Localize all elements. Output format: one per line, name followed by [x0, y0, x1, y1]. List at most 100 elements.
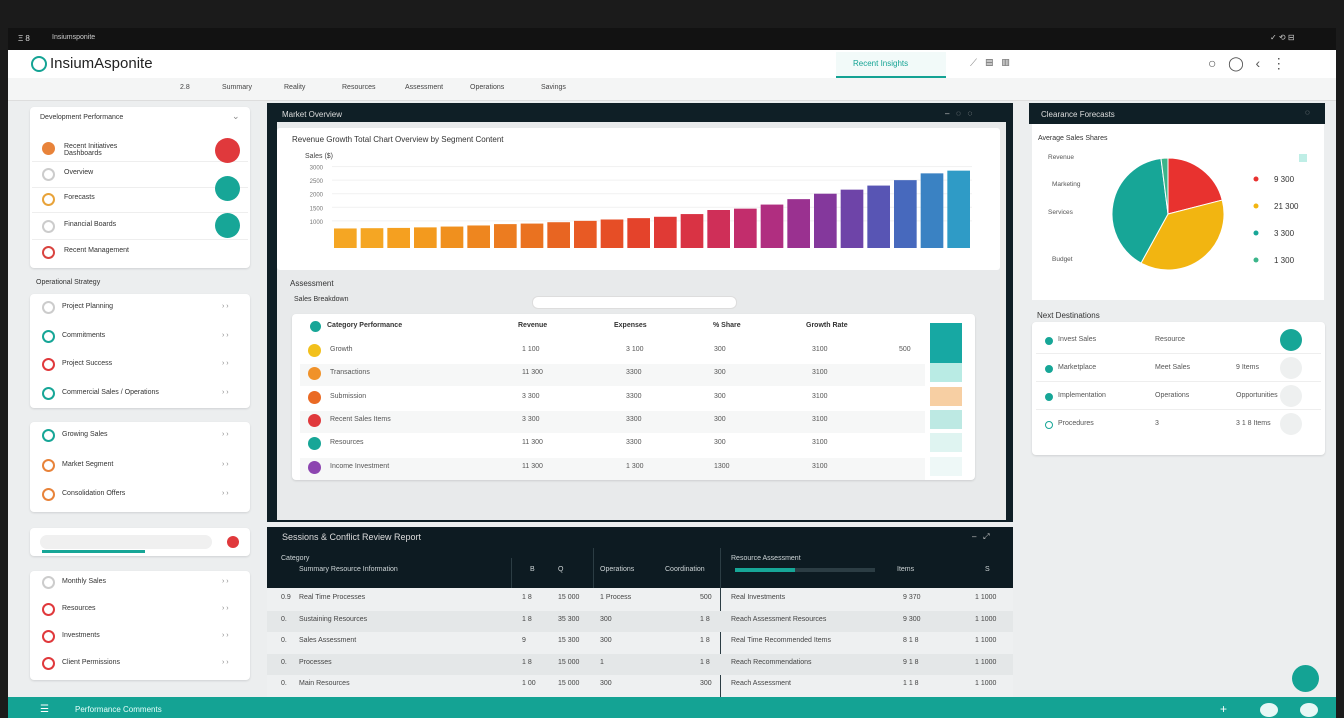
- bottom-table-cell: 300: [700, 680, 712, 687]
- row-stripe: [267, 653, 1013, 675]
- bottom-table-cell: 9: [522, 637, 526, 644]
- action-button[interactable]: [215, 176, 240, 201]
- bottom-table-cell: 15 000: [558, 594, 580, 601]
- bar: [574, 220, 597, 248]
- pie-label: Revenue: [1048, 154, 1074, 161]
- item-icon: [42, 488, 55, 501]
- sidebar-item[interactable]: Recent Initiatives Dashboards: [64, 143, 118, 157]
- nav-item[interactable]: Operations: [470, 84, 505, 91]
- bottom-table-cell: 1 1000: [975, 594, 997, 601]
- filter-fill: [735, 568, 795, 572]
- sidebar-item[interactable]: Project Planning: [62, 303, 113, 310]
- table-cell: 11 300: [522, 462, 543, 470]
- sidebar-item[interactable]: Resources: [62, 605, 96, 612]
- status-cell: [930, 363, 962, 383]
- bar: [680, 214, 704, 248]
- sidebar-item[interactable]: Project Success: [62, 360, 113, 367]
- table-cell: 3100: [812, 462, 828, 470]
- legend-value: 9 300: [1274, 175, 1295, 184]
- table-cell: 300: [714, 392, 726, 400]
- sidebar-item[interactable]: Client Permissions: [62, 659, 120, 666]
- nav-item[interactable]: Savings: [541, 84, 566, 91]
- pie-slice: [1111, 157, 1169, 264]
- list-button[interactable]: [1280, 357, 1302, 379]
- bottom-table-header: Q: [558, 566, 564, 573]
- sidebar-card: [30, 422, 250, 512]
- sidebar-item[interactable]: Investments: [62, 632, 100, 639]
- list-button[interactable]: [1280, 385, 1302, 407]
- fab[interactable]: [1292, 665, 1319, 692]
- item-icon: [42, 168, 55, 181]
- row-stripe: [300, 457, 925, 480]
- item-meta: › ›: [222, 331, 229, 339]
- search-box[interactable]: [532, 296, 737, 309]
- y-tick-label: 2500: [310, 179, 324, 185]
- item-meta: › ›: [222, 460, 229, 468]
- main-panel-controls[interactable]: – ◌ ◌: [945, 109, 973, 118]
- sidebar-item[interactable]: Commercial Sales / Operations: [62, 388, 159, 396]
- footer-button[interactable]: [1260, 703, 1278, 717]
- footer: [8, 697, 1336, 718]
- bar: [787, 199, 810, 248]
- item-meta: › ›: [222, 388, 229, 396]
- sidebar-item[interactable]: Market Segment: [62, 460, 114, 468]
- status-dot: [227, 536, 239, 548]
- bottom-panel-controls[interactable]: – ⤢: [972, 532, 990, 541]
- nav-item[interactable]: Summary: [222, 84, 252, 91]
- pie-slice: [1140, 199, 1225, 271]
- nav-item[interactable]: Assessment: [405, 84, 444, 91]
- footer-title: Performance Comments: [75, 705, 162, 714]
- footer-add[interactable]: +: [1220, 702, 1228, 716]
- sidebar-item[interactable]: Recent Management: [64, 247, 129, 254]
- right-panel-control[interactable]: ◌: [1305, 108, 1310, 117]
- y-tick-label: 1000: [310, 220, 324, 226]
- item-icon: [42, 657, 55, 670]
- bar: [414, 227, 437, 248]
- chevron[interactable]: ⌄: [232, 111, 240, 121]
- bottom-table-cell: Sustaining Resources: [299, 615, 368, 623]
- footer-button[interactable]: [1300, 703, 1318, 717]
- bottom-table-cell: 1 1000: [975, 658, 997, 666]
- footer-menu[interactable]: ☰: [40, 704, 49, 715]
- item-icon: [42, 301, 55, 314]
- sidebar-item[interactable]: Growing Sales: [62, 431, 108, 438]
- item-icon: [42, 246, 55, 259]
- item-icon: [42, 142, 55, 155]
- bar: [947, 170, 970, 248]
- nav-item[interactable]: Resources: [342, 84, 376, 91]
- sidebar-item[interactable]: Consolidation Offers: [62, 490, 126, 497]
- action-button[interactable]: [215, 213, 240, 238]
- sidebar-item[interactable]: Overview: [64, 169, 94, 176]
- sidebar-item[interactable]: Financial Boards: [64, 221, 117, 228]
- active-tab-label: Recent Insights: [853, 59, 909, 68]
- active-tab[interactable]: [836, 52, 946, 79]
- nav-item[interactable]: 2.8: [180, 84, 190, 91]
- status-cell: [930, 456, 962, 476]
- list-button[interactable]: [1280, 329, 1302, 351]
- sidebar-group-title: Operational Strategy: [36, 279, 101, 286]
- sidebar-item[interactable]: Commitments: [62, 331, 106, 339]
- header-icons[interactable]: ○ ◯ ‹ ⋮: [1208, 55, 1286, 71]
- action-button[interactable]: [215, 138, 240, 163]
- progress-fill: [42, 550, 145, 553]
- y-axis-label: Sales ($): [305, 153, 333, 160]
- nav-item[interactable]: Reality: [284, 84, 306, 91]
- section-label: Assessment: [290, 279, 334, 288]
- table-cell: 11 300: [522, 369, 543, 377]
- list-icon: [1045, 365, 1053, 373]
- bottom-table-cell: 300: [600, 680, 612, 687]
- list-cell: Resource: [1155, 336, 1185, 343]
- list-button[interactable]: [1280, 413, 1302, 435]
- sidebar-card: [30, 571, 250, 680]
- sidebar-item[interactable]: Forecasts: [64, 194, 95, 201]
- pie-label: Marketing: [1052, 181, 1081, 188]
- window-controls[interactable]: ✓ ⟲ ⊟: [1270, 33, 1295, 42]
- bottom-table-header: Items: [897, 566, 915, 573]
- chart-title: Revenue Growth Total Chart Overview by S…: [292, 135, 504, 144]
- sidebar-item[interactable]: Monthly Sales: [62, 578, 106, 585]
- item-icon: [42, 329, 55, 343]
- toolbar-icons[interactable]: ⟋ ▤ ▥: [970, 58, 1010, 69]
- list-cell: 3 1 8 Items: [1236, 420, 1271, 427]
- bottom-table-cell: 300: [600, 615, 612, 623]
